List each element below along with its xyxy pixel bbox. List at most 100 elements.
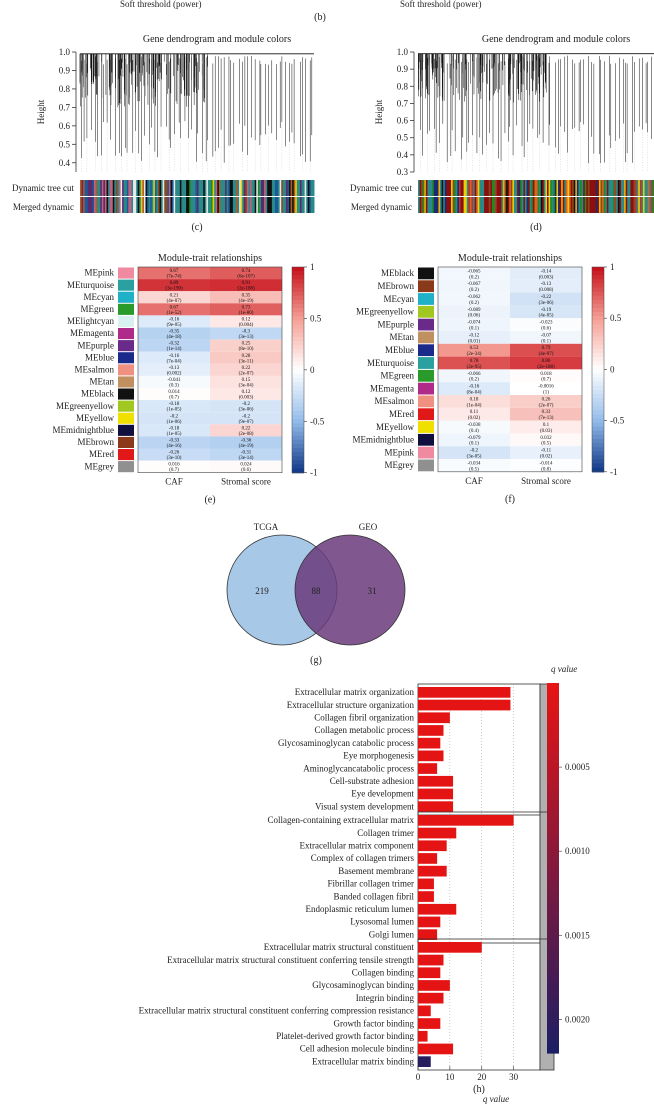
module-color-cell: [635, 197, 638, 213]
module-color-cell: [250, 180, 253, 196]
colorbar-step: [292, 382, 304, 387]
module-color-cell: [482, 197, 485, 213]
colorbar-step: [592, 271, 604, 276]
module-color-cell: [425, 180, 428, 196]
module-color-cell: [296, 197, 299, 213]
legend-tick-label: 0.0005: [565, 762, 590, 772]
module-color-cell: [484, 197, 487, 213]
module-color-cell: [207, 197, 210, 213]
module-color-cell: [100, 197, 103, 213]
module-color-cell: [256, 197, 259, 213]
module-color-cell: [569, 180, 572, 196]
colorbar-step: [292, 390, 304, 396]
module-color-cell: [129, 197, 132, 213]
colorbar-step: [592, 447, 604, 452]
legend-step: [547, 855, 559, 863]
legend-step: [547, 1016, 559, 1023]
module-color-cell: [647, 197, 650, 213]
module-color-cell: [198, 197, 201, 213]
module-color-cell: [181, 197, 184, 213]
cell-correlation: -0.12: [469, 333, 480, 338]
colorbar-step: [292, 332, 304, 338]
module-color-cell: [603, 180, 606, 196]
module-color-cell: [275, 197, 278, 213]
colorbar-step: [292, 369, 304, 375]
go-term-label: Visual system development: [315, 801, 414, 811]
colorbar-step: [292, 304, 304, 309]
module-color-cell: [531, 180, 534, 196]
go-term-bar: [418, 763, 438, 774]
legend-step: [547, 923, 559, 931]
module-color-cell: [136, 180, 139, 196]
module-color-cell: [591, 197, 594, 213]
legend-step: [547, 1028, 559, 1036]
module-color-cell: [580, 197, 583, 213]
module-color-cell: [218, 197, 221, 213]
module-color-cell: [243, 180, 246, 196]
module-label: MEyellow: [376, 422, 414, 432]
module-color-cell: [562, 180, 565, 196]
cell-correlation: -0.062: [468, 295, 481, 300]
module-color-cell: [556, 180, 559, 196]
module-color-cell: [531, 197, 534, 213]
module-color-cell: [561, 180, 564, 196]
colorbar-step: [592, 316, 604, 321]
cell-correlation: -0.067: [468, 282, 481, 287]
module-color-cell: [422, 197, 425, 213]
module-color-cell: [97, 197, 100, 213]
module-color-cell: [639, 197, 642, 213]
module-color-cell: [460, 180, 463, 196]
heatmap-cell: [438, 395, 510, 408]
module-color-cell: [561, 197, 564, 213]
module-color-cell: [100, 180, 103, 196]
module-color-cell: [620, 197, 624, 213]
go-term-bar: [418, 1005, 431, 1017]
module-color-cell: [455, 197, 458, 213]
module-color-cell: [488, 197, 491, 213]
cell-pvalue: (0.4): [469, 429, 479, 434]
module-color-cell: [523, 180, 526, 196]
module-color-cell: [506, 180, 509, 196]
enrichment-bar-panel-h: Extracellular matrix organization Extrace…: [139, 664, 591, 1104]
heatmap-cell: [438, 446, 510, 459]
colorbar-step: [292, 283, 304, 289]
go-term-label: Extracellular matrix structural constitu…: [167, 955, 414, 965]
heatmap-cell: [138, 400, 210, 413]
module-color-cell: [598, 197, 602, 213]
module-color-cell: [517, 180, 520, 196]
module-color-cell: [594, 180, 597, 196]
module-color-cell: [306, 197, 309, 213]
module-color-cell: [627, 180, 630, 196]
module-color-cell: [524, 180, 528, 196]
legend-step: [547, 966, 559, 974]
heatmap-cell: [210, 388, 282, 401]
go-term-label: Collagen metabolic process: [315, 725, 415, 735]
module-color-cell: [262, 180, 265, 196]
module-color-cell: [83, 197, 86, 213]
module-color-cell: [650, 180, 653, 196]
module-color-cell: [268, 180, 271, 196]
module-color-cell: [614, 180, 617, 196]
module-color-cell: [493, 197, 496, 213]
cell-correlation: 0.016: [168, 463, 180, 468]
module-color-cell: [631, 197, 635, 213]
module-color-cell: [117, 197, 120, 213]
go-term-label: Collagen-containing extracellular matrix: [268, 815, 415, 825]
module-color-cell: [493, 180, 496, 196]
colorbar-tick-label: 0.5: [310, 313, 322, 323]
cell-correlation: 0.1: [543, 423, 550, 428]
module-color-cell: [140, 197, 143, 213]
colorbar-step: [592, 459, 604, 465]
module-color-cell: [175, 197, 178, 213]
heatmap-cell: [510, 318, 582, 331]
go-term-bar: [418, 865, 447, 877]
colorbar-tick-label: 1: [310, 262, 315, 272]
module-color-cell: [303, 197, 306, 213]
module-color-cell: [507, 197, 510, 213]
module-color-cell: [165, 197, 168, 213]
module-color-cell: [594, 197, 597, 213]
module-color-cell: [289, 197, 292, 213]
y-axis-label: Height: [374, 99, 384, 124]
module-color-cell: [580, 180, 583, 196]
